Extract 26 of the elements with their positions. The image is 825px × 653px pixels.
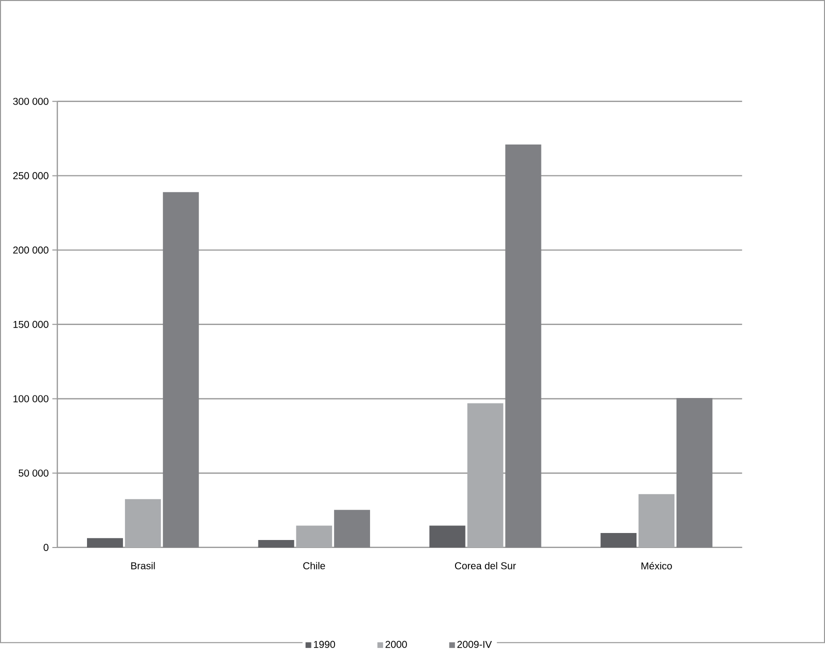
bar — [429, 525, 466, 548]
x-tick-label: Brasil — [131, 562, 155, 570]
y-tick-label: 0 — [44, 544, 48, 551]
x-tick-label: Corea del Sur — [455, 562, 516, 570]
bar — [676, 398, 712, 548]
bar — [162, 192, 199, 548]
bar — [638, 494, 674, 548]
x-tick-label: Chile — [303, 562, 326, 570]
x-tick-label: México — [642, 562, 672, 570]
legend-label: 2009-IV — [457, 640, 492, 648]
legend-label: 2000 — [386, 640, 407, 648]
legend-label: 1990 — [314, 640, 336, 648]
y-tick-label: 50 000 — [18, 469, 48, 476]
y-tick-label: 100 000 — [13, 395, 48, 402]
bar — [258, 540, 294, 548]
bar — [600, 532, 637, 548]
bar — [124, 498, 161, 548]
bar — [334, 510, 370, 548]
bar — [505, 144, 542, 548]
bar — [87, 538, 123, 548]
y-tick-label: 250 000 — [13, 172, 48, 180]
y-tick-label: 150 000 — [13, 320, 48, 328]
bar — [467, 403, 504, 548]
bar — [296, 525, 332, 548]
y-tick-label: 300 000 — [13, 98, 48, 105]
y-tick-label: 200 000 — [13, 246, 48, 254]
